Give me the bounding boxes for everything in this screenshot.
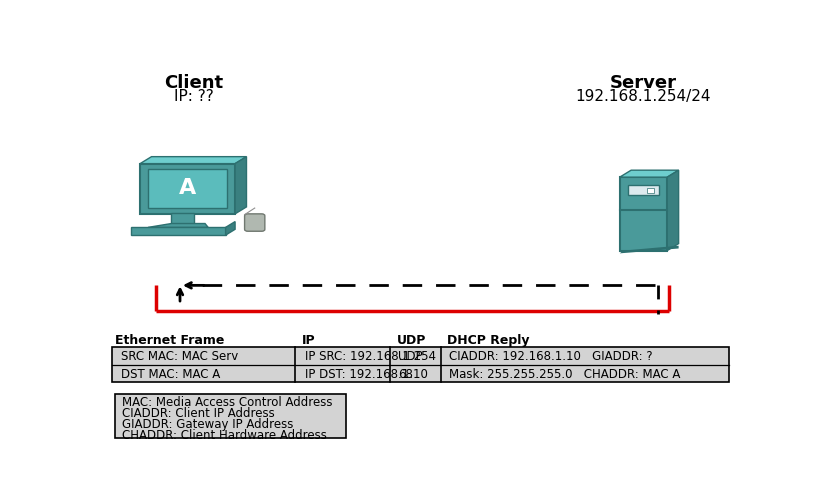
Text: 68: 68 — [398, 367, 413, 380]
Polygon shape — [235, 157, 247, 214]
Text: Mask: 255.255.255.0   CHADDR: MAC A: Mask: 255.255.255.0 CHADDR: MAC A — [449, 367, 681, 380]
Text: CHADDR: Client Hardware Address: CHADDR: Client Hardware Address — [123, 428, 328, 441]
Text: Ethernet Frame: Ethernet Frame — [114, 333, 224, 346]
Text: UDP: UDP — [398, 350, 422, 363]
Polygon shape — [141, 157, 247, 164]
Text: Server: Server — [610, 74, 677, 92]
Text: 192.168.1.254/24: 192.168.1.254/24 — [576, 89, 712, 104]
Text: MAC: Media Access Control Address: MAC: Media Access Control Address — [123, 395, 333, 408]
Bar — [172, 214, 194, 224]
Text: IP SRC: 192.168.1.254: IP SRC: 192.168.1.254 — [305, 350, 435, 363]
FancyBboxPatch shape — [244, 214, 265, 232]
Text: GIADDR: Gateway IP Address: GIADDR: Gateway IP Address — [123, 417, 294, 430]
Bar — [646, 188, 654, 193]
Polygon shape — [620, 171, 679, 178]
Text: UDP: UDP — [396, 333, 426, 346]
Text: A: A — [179, 177, 196, 197]
Polygon shape — [131, 228, 225, 235]
Polygon shape — [620, 246, 679, 254]
Polygon shape — [148, 224, 208, 228]
Bar — [148, 169, 227, 208]
Bar — [112, 348, 729, 382]
Polygon shape — [225, 222, 235, 235]
Text: CIADDR: 192.168.1.10   GIADDR: ?: CIADDR: 192.168.1.10 GIADDR: ? — [449, 350, 653, 363]
Polygon shape — [667, 171, 679, 251]
Text: DHCP Reply: DHCP Reply — [447, 333, 529, 346]
Bar — [620, 178, 667, 251]
Bar — [628, 185, 659, 195]
Polygon shape — [141, 164, 235, 214]
Text: IP DST: 192.168.1.10: IP DST: 192.168.1.10 — [305, 367, 427, 380]
Bar — [114, 394, 346, 438]
Text: CIADDR: Client IP Address: CIADDR: Client IP Address — [123, 406, 275, 419]
Text: IP: IP — [301, 333, 315, 346]
Text: IP: ??: IP: ?? — [174, 89, 214, 104]
Text: DST MAC: MAC A: DST MAC: MAC A — [121, 367, 221, 380]
Text: Client: Client — [164, 74, 224, 92]
Text: SRC MAC: MAC Serv: SRC MAC: MAC Serv — [121, 350, 239, 363]
